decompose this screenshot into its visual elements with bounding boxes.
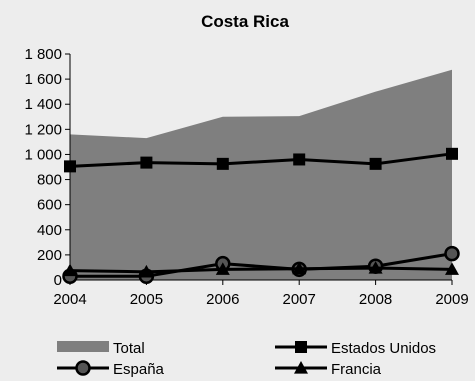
y-tick-label: 1 000	[24, 146, 62, 163]
legend-marker-francia	[294, 361, 308, 374]
x-tick-label: 2007	[283, 291, 316, 308]
y-tick-label: 1 600	[24, 71, 62, 88]
y-tick-label: 1 400	[24, 96, 62, 113]
x-tick-label: 2008	[359, 291, 392, 308]
legend-label-total: Total	[113, 340, 145, 357]
data-point-francia	[292, 261, 307, 275]
plot-area: 0 200 400 600 800 1 000 1 200 1 400 1 600 1 800 20…	[24, 46, 468, 308]
x-tick-label: 2006	[206, 291, 239, 308]
y-tick-label: 0	[54, 272, 62, 289]
legend-label-espana: España	[113, 361, 165, 378]
legend: Total Estados Unidos España Francia	[57, 340, 436, 378]
data-point-estados-unidos	[64, 160, 76, 173]
y-tick-label: 1 200	[24, 121, 62, 138]
legend-marker-estados-unidos	[295, 341, 307, 353]
y-tick-label: 1 800	[24, 46, 62, 63]
data-point-francia	[445, 262, 459, 275]
legend-label-estados-unidos: Estados Unidos	[331, 340, 436, 357]
x-tick-label: 2009	[435, 291, 468, 308]
y-tick-label: 800	[37, 172, 62, 189]
data-point-estados-unidos	[369, 157, 382, 170]
data-point-francia	[368, 261, 383, 274]
data-point-francia	[139, 264, 154, 278]
data-point-estados-unidos	[446, 147, 458, 160]
legend-swatch-total	[57, 341, 109, 352]
series-line-estados-unidos	[69, 152, 453, 168]
y-tick-label: 400	[37, 222, 62, 239]
data-point-estados-unidos	[140, 156, 153, 169]
series-line-espana	[70, 252, 453, 278]
series-area-total	[70, 69, 452, 280]
data-point-espana	[444, 245, 460, 262]
x-tick-label: 2005	[130, 291, 163, 308]
legend-label-francia: Francia	[331, 361, 382, 378]
data-point-francia	[63, 263, 77, 277]
series-line-francia	[69, 266, 453, 274]
data-point-estados-unidos	[216, 157, 229, 170]
legend-marker-espana	[75, 360, 91, 376]
chart-title: Costa Rica	[201, 12, 289, 31]
data-point-francia	[215, 262, 230, 275]
y-tick-label: 600	[37, 197, 62, 214]
y-tick-label: 200	[37, 247, 62, 264]
x-tick-label: 2004	[53, 291, 86, 308]
data-point-estados-unidos	[293, 153, 306, 166]
